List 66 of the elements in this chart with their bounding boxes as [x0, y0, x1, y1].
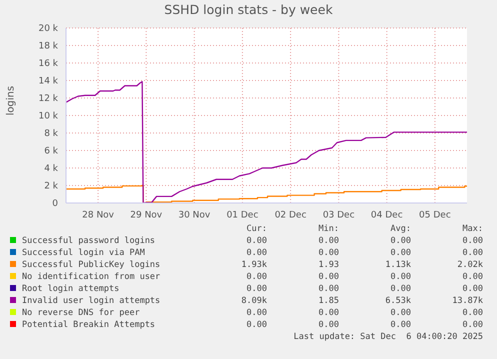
text: 1.85 [318, 295, 339, 307]
legend-label: Successful login via PAM [22, 247, 146, 259]
text: 2.02k [456, 259, 483, 271]
text: 1.13k [384, 259, 411, 271]
y-tick-label: 2 k [44, 182, 59, 192]
text: 0.00 [390, 271, 411, 283]
text: 0.00 [390, 247, 411, 259]
text: 0.00 [390, 235, 411, 247]
text: 0.00 [318, 271, 339, 283]
text: 0.00 [462, 235, 483, 247]
text: 0.00 [246, 247, 267, 259]
legend-label: Invalid user login attempts [22, 295, 162, 307]
text: 0.00 [246, 271, 267, 283]
text: 0.00 [318, 307, 339, 319]
text: 1.93 [318, 259, 339, 271]
text: Cur: [246, 223, 267, 235]
y-tick-label: 14 k [38, 76, 59, 87]
x-tick-label: 03 Dec [322, 210, 355, 220]
text: 0.00 [462, 271, 483, 283]
text: Max: [462, 223, 483, 235]
x-tick-label: 05 Dec [419, 210, 451, 220]
y-tick-label: 6 k [44, 146, 59, 157]
text: Last update: Sat Dec 6 04:00:20 2025 [292, 331, 483, 343]
text: 0.00 [318, 283, 339, 295]
legend-label: Successful PublicKey logins [22, 259, 162, 271]
y-tick-label: 10 k [38, 112, 59, 122]
x-tick-label: 30 Nov [178, 210, 211, 220]
text: 0.00 [246, 235, 267, 247]
legend-label: Successful password logins [22, 235, 156, 247]
text: 0.00 [462, 307, 483, 319]
x-tick-label: 02 Dec [274, 210, 306, 220]
chart-title: SSHD login stats - by week [163, 2, 334, 17]
text: 8.09k [240, 295, 267, 307]
y-tick-label: 18 k [38, 42, 59, 52]
text: 0.00 [246, 283, 267, 295]
text: 0.00 [462, 283, 483, 295]
text: 0.00 [390, 283, 411, 295]
text: Min: [318, 223, 339, 235]
x-tick-label: 01 Dec [226, 210, 258, 220]
x-tick-label: 04 Dec [370, 210, 403, 220]
y-tick-label: 16 k [38, 59, 59, 70]
text: 0.00 [390, 319, 411, 331]
legend-label: Potential Breakin Attempts [22, 319, 156, 331]
x-tick-label: 29 Nov [130, 210, 163, 220]
text: 0.00 [318, 319, 339, 331]
legend-label: Root login attempts [22, 283, 120, 295]
text: 6.53k [384, 295, 411, 307]
text: 0.00 [462, 247, 483, 259]
text: 1.93k [240, 259, 267, 271]
text: 0.00 [318, 235, 339, 247]
y-tick-label: 12 k [38, 94, 59, 104]
y-tick-label: 20 k [38, 24, 59, 34]
y-tick-label: 0 [52, 199, 58, 210]
text: 0.00 [246, 319, 267, 331]
text: 0.00 [246, 307, 267, 319]
text: Avg: [390, 223, 411, 235]
y-tick-label: 8 k [44, 129, 59, 140]
text: 0.00 [462, 319, 483, 331]
text: 13.87k [451, 295, 483, 307]
legend-label: No identification from user [22, 271, 162, 283]
y-axis-title: logins [6, 86, 17, 116]
x-tick-label: 28 Nov [82, 210, 115, 220]
y-tick-label: 4 k [44, 164, 59, 174]
text: 0.00 [318, 247, 339, 259]
legend-label: No reverse DNS for peer [22, 307, 141, 319]
text: 0.00 [390, 307, 411, 319]
